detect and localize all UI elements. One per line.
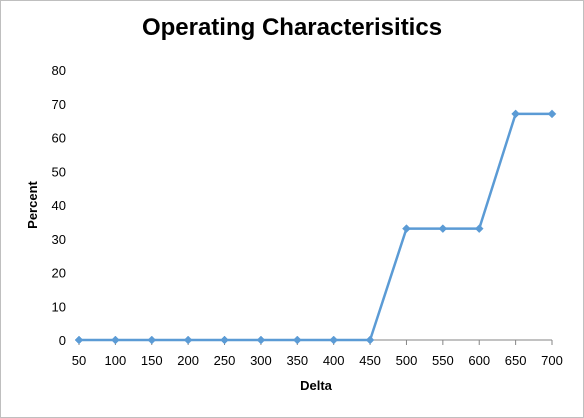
x-axis-ticks: 50 100 150 200 250 300 350 400 450 500 550 600 650 70…: [72, 353, 563, 368]
data-point-marker: [74, 335, 84, 345]
data-point-marker: [365, 335, 375, 345]
x-tick-label: 700: [541, 353, 563, 368]
x-tick-label: 350: [286, 353, 308, 368]
y-tick-label: 70: [52, 97, 66, 112]
y-tick-label: 0: [59, 333, 66, 348]
x-tick-label: 400: [323, 353, 345, 368]
y-tick-label: 50: [52, 164, 66, 179]
x-tick-label: 650: [505, 353, 527, 368]
y-tick-label: 80: [52, 63, 66, 78]
data-point-marker: [183, 335, 193, 345]
y-tick-label: 10: [52, 299, 66, 314]
y-axis-ticks: 0 10 20 30 40 50 60 70 80: [52, 63, 66, 348]
series-line: [79, 112, 552, 342]
data-point-marker: [474, 224, 484, 233]
data-point-marker: [256, 335, 266, 345]
y-tick-label: 20: [52, 266, 66, 281]
y-tick-label: 60: [52, 131, 66, 146]
x-tick-label: 550: [432, 353, 454, 368]
x-tick-label: 300: [250, 353, 272, 368]
x-tick-label: 150: [141, 353, 163, 368]
x-tick-label: 500: [396, 353, 418, 368]
x-tick-label: 450: [359, 353, 381, 368]
data-point-marker: [547, 109, 557, 119]
x-tick-label: 250: [214, 353, 236, 368]
data-point-marker: [220, 335, 229, 345]
data-point-marker: [402, 224, 411, 233]
data-point-marker: [438, 224, 448, 233]
y-tick-label: 40: [52, 198, 66, 213]
data-point-marker: [111, 335, 120, 345]
x-tick-label: 200: [177, 353, 199, 368]
data-point-marker: [147, 335, 157, 345]
x-axis-title: Delta: [300, 378, 333, 393]
data-point-marker: [292, 335, 302, 345]
y-axis-title: Percent: [25, 180, 40, 228]
series-group: [74, 109, 557, 345]
data-point-marker: [329, 335, 339, 345]
y-tick-label: 30: [52, 232, 66, 247]
data-point-marker: [511, 109, 520, 119]
x-tick-label: 50: [72, 353, 86, 368]
x-tick-label: 600: [468, 353, 490, 368]
chart-title: Operating Characterisitics: [141, 14, 443, 41]
x-tick-label: 100: [105, 353, 127, 368]
